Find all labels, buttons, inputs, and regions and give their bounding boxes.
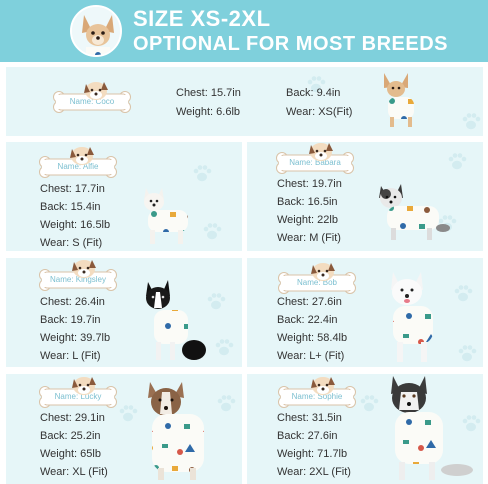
size-card-bob: Name: Bob Chest: 27.6in Back: 22.4in Wei… <box>247 258 483 367</box>
wear-value: Wear: XS(Fit) <box>286 106 353 118</box>
size-card-sophie: Name: Sophie Chest: 31.5in Back: 27.6in … <box>247 374 483 484</box>
dog-avatar-icon <box>70 5 122 57</box>
paw-print-icon <box>462 113 481 130</box>
cartoon-dog-icon <box>72 377 96 395</box>
dog-name-label: Name: Alfie <box>57 162 99 171</box>
weight-value: Weight: 58.4lb <box>277 332 348 344</box>
page-subtitle: OPTIONAL FOR MOST BREEDS <box>133 33 448 55</box>
wear-value: Wear: M (Fit) <box>277 232 341 244</box>
wear-value: Wear: L (Fit) <box>40 350 101 362</box>
dog-photo-lucky <box>148 382 204 480</box>
dog-photo-bob <box>391 272 433 362</box>
dog-photo-sophie <box>391 376 473 480</box>
size-card-coco: Name: Coco Chest: 15.7in Weight: 6.6lb B… <box>6 67 483 136</box>
chest-value: Chest: 29.1in <box>40 412 105 424</box>
paw-print-icon <box>119 405 138 422</box>
back-value: Back: 16.5in <box>277 196 338 208</box>
cartoon-dog-icon <box>311 377 335 395</box>
back-value: Back: 19.7in <box>40 314 101 326</box>
chest-value: Chest: 31.5in <box>277 412 342 424</box>
back-value: Back: 25.2in <box>40 430 101 442</box>
weight-value: Weight: 6.6lb <box>176 106 241 118</box>
dog-photo-alfie <box>144 188 188 244</box>
back-value: Back: 15.4in <box>40 201 101 213</box>
paw-print-icon <box>360 395 379 412</box>
paw-print-icon <box>217 395 236 412</box>
chest-value: Chest: 19.7in <box>277 178 342 190</box>
wear-value: Wear: 2XL (Fit) <box>277 466 351 478</box>
chest-value: Chest: 26.4in <box>40 296 105 308</box>
weight-value: Weight: 16.5lb <box>40 219 111 231</box>
wear-value: Wear: XL (Fit) <box>40 466 108 478</box>
cartoon-dog-icon <box>84 82 108 100</box>
back-value: Back: 22.4in <box>277 314 338 326</box>
chest-value: Chest: 15.7in <box>176 87 241 99</box>
dog-name-label: Name: Bob <box>296 278 338 287</box>
cartoon-dog-icon <box>311 263 335 281</box>
weight-value: Weight: 22lb <box>277 214 338 226</box>
paw-print-icon <box>215 339 234 356</box>
dog-name-label: Name: Babara <box>289 158 341 167</box>
back-value: Back: 9.4in <box>286 87 341 99</box>
weight-value: Weight: 71.7lb <box>277 448 348 460</box>
paw-print-icon <box>448 153 467 170</box>
size-card-kingsley: Name: Kingsley Chest: 26.4in Back: 19.7i… <box>6 258 242 367</box>
header-banner: SIZE XS-2XL OPTIONAL FOR MOST BREEDS <box>0 0 488 62</box>
paw-print-icon <box>193 165 212 182</box>
page-title: SIZE XS-2XL <box>133 6 271 31</box>
paw-print-icon <box>458 345 477 362</box>
size-card-alfie: Name: Alfie Chest: 17.7in Back: 15.4in W… <box>6 142 242 251</box>
back-value: Back: 27.6in <box>277 430 338 442</box>
dog-name-label: Name: Sophie <box>291 392 343 401</box>
chest-value: Chest: 27.6in <box>277 296 342 308</box>
size-card-lucky: Name: Lucky Chest: 29.1in Back: 25.2in W… <box>6 374 242 484</box>
dog-name-label: Name: Lucky <box>54 392 102 401</box>
wear-value: Wear: L+ (Fit) <box>277 350 345 362</box>
chest-value: Chest: 17.7in <box>40 183 105 195</box>
dog-photo-babara <box>379 184 450 240</box>
cartoon-dog-icon <box>72 260 96 278</box>
size-card-babara: Name: Babara Chest: 19.7in Back: 16.5in … <box>247 142 483 251</box>
dog-photo-coco <box>384 73 414 127</box>
dog-name-label: Name: Kingsley <box>49 275 107 284</box>
cartoon-dog-icon <box>70 147 94 165</box>
dog-name-label: Name: Coco <box>69 97 115 106</box>
paw-print-icon <box>207 293 226 310</box>
paw-print-icon <box>454 285 473 302</box>
dog-photo-kingsley <box>146 280 206 360</box>
weight-value: Weight: 65lb <box>40 448 101 460</box>
paw-print-icon <box>203 223 222 240</box>
weight-value: Weight: 39.7lb <box>40 332 111 344</box>
cartoon-dog-icon <box>309 143 333 161</box>
wear-value: Wear: S (Fit) <box>40 237 103 249</box>
